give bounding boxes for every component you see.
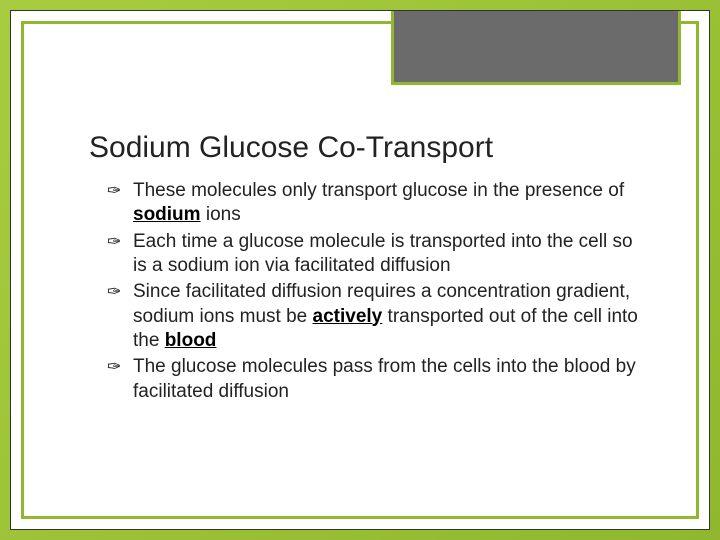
- bullet-text-pre: Each time a glucose molecule is transpor…: [133, 231, 633, 276]
- bullet-item: Since facilitated diffusion requires a c…: [107, 280, 639, 353]
- slide-title: Sodium Glucose Co-Transport: [89, 131, 493, 165]
- slide-outer: Sodium Glucose Co-Transport These molecu…: [10, 10, 710, 530]
- bullet-text-underline: sodium: [133, 204, 201, 225]
- bullet-item: Each time a glucose molecule is transpor…: [107, 230, 639, 279]
- bullet-item: The glucose molecules pass from the cell…: [107, 355, 639, 404]
- title-accent-box: [391, 11, 681, 85]
- bullet-text-pre: The glucose molecules pass from the cell…: [133, 356, 636, 401]
- bullet-text-underline: actively: [313, 306, 383, 327]
- bullet-list: These molecules only transport glucose i…: [107, 179, 639, 406]
- bullet-text-pre: These molecules only transport glucose i…: [133, 180, 624, 201]
- bullet-item: These molecules only transport glucose i…: [107, 179, 639, 228]
- bullet-text-post: ions: [201, 204, 241, 225]
- bullet-text-underline2: blood: [165, 330, 217, 351]
